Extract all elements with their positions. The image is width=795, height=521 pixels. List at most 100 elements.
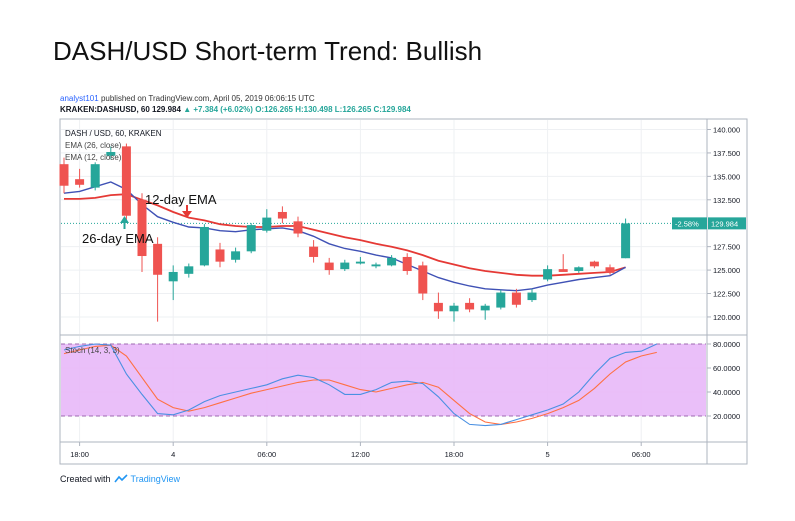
page-title: DASH/USD Short-term Trend: Bullish bbox=[53, 36, 483, 66]
footer: Created with TradingView bbox=[60, 474, 180, 484]
candle-body bbox=[324, 262, 334, 271]
ema12-line bbox=[63, 181, 626, 292]
publish-text: published on TradingView.com, April 05, … bbox=[100, 94, 315, 103]
y-tick-label: 140.000 bbox=[713, 125, 740, 134]
stoch-range-fill bbox=[61, 344, 706, 416]
candle-body bbox=[621, 223, 631, 259]
y-tick-label: 122.500 bbox=[713, 290, 740, 299]
candle-body bbox=[309, 246, 319, 257]
candle-body bbox=[371, 264, 381, 267]
x-tick-label: 18:00 bbox=[445, 450, 464, 459]
candle bbox=[465, 298, 475, 313]
price-tag: -2.58% 129.984 bbox=[672, 217, 746, 230]
arrow-down-icon bbox=[182, 205, 192, 218]
candle-body bbox=[215, 249, 225, 262]
stoch-lines bbox=[63, 343, 658, 427]
price-tag-value: 129.984 bbox=[711, 219, 738, 228]
symbol-line: KRAKEN:DASHUSD, 60 129.984 ▲ +7.384 (+6.… bbox=[60, 105, 411, 114]
candle-body bbox=[246, 225, 256, 252]
candle bbox=[433, 292, 443, 319]
y-tick-label: 125.000 bbox=[713, 266, 740, 275]
candle bbox=[496, 289, 506, 310]
price-tag-change: -2.58% bbox=[675, 219, 699, 228]
candle-body bbox=[340, 262, 350, 270]
stoch-tick-label: 20.0000 bbox=[713, 412, 740, 421]
candle bbox=[449, 302, 459, 322]
candle-body bbox=[605, 267, 615, 273]
legend-ema26: EMA (26, close) bbox=[65, 141, 122, 150]
price-change: +7.384 (+6.02%) bbox=[193, 105, 253, 114]
arrow-up-icon bbox=[120, 216, 129, 229]
candle bbox=[75, 168, 85, 188]
candle bbox=[387, 255, 397, 267]
candle-body bbox=[527, 292, 537, 301]
candle bbox=[324, 257, 334, 275]
ema26-line bbox=[64, 193, 626, 277]
ema-lines bbox=[63, 181, 626, 292]
candle bbox=[199, 224, 209, 267]
y-tick-label: 127.500 bbox=[713, 243, 740, 252]
candle bbox=[543, 265, 553, 282]
candle-body bbox=[480, 305, 490, 311]
candle-body bbox=[277, 211, 287, 219]
candle-body bbox=[199, 226, 209, 266]
stoch-scale: 80.0000 60.0000 40.0000 20.0000 bbox=[707, 340, 740, 421]
x-tick-label: 18:00 bbox=[70, 450, 89, 459]
annotation-26-day-ema: 26-day EMA bbox=[82, 231, 154, 246]
candle-body bbox=[433, 302, 443, 312]
candle-body bbox=[355, 261, 365, 264]
stoch-title: Stoch (14, 3, 3) bbox=[65, 346, 120, 355]
candle bbox=[277, 206, 287, 224]
candle bbox=[90, 162, 100, 191]
candle-body bbox=[402, 256, 412, 272]
legend-ema12: EMA (12, close) bbox=[65, 153, 122, 162]
candle-body bbox=[184, 266, 194, 274]
candle bbox=[355, 256, 365, 265]
candle-body bbox=[168, 271, 178, 282]
tradingview-link[interactable]: TradingView bbox=[130, 474, 181, 484]
candle bbox=[184, 263, 194, 278]
candle bbox=[137, 193, 147, 272]
stoch-tick-label: 80.0000 bbox=[713, 340, 740, 349]
candle bbox=[340, 259, 350, 272]
price-scale: 140.000 137.500 135.000 132.500 127.500 125.0… bbox=[707, 125, 740, 322]
candle bbox=[621, 218, 631, 259]
candle bbox=[309, 240, 319, 263]
candle-body bbox=[574, 267, 584, 272]
candle bbox=[153, 237, 163, 322]
symbol-name: KRAKEN:DASHUSD, 60 bbox=[60, 105, 150, 114]
candle-body bbox=[496, 292, 506, 308]
x-tick-label: 06:00 bbox=[257, 450, 276, 459]
candle-body bbox=[231, 251, 241, 260]
candle-body bbox=[153, 243, 163, 275]
candle-body bbox=[387, 257, 397, 266]
candle bbox=[605, 264, 615, 275]
stoch-tick-label: 40.0000 bbox=[713, 388, 740, 397]
candle bbox=[480, 303, 490, 320]
time-scale: 18:00 4 06:00 12:00 18:00 5 06:00 bbox=[70, 442, 651, 459]
candle-body bbox=[511, 292, 521, 305]
last-price: 129.984 bbox=[152, 105, 181, 114]
candle-body bbox=[137, 199, 147, 257]
candle-body bbox=[59, 164, 69, 186]
candle bbox=[231, 247, 241, 263]
candle-body bbox=[121, 146, 131, 216]
stoch-d-line bbox=[63, 344, 657, 425]
x-tick-label: 4 bbox=[171, 450, 175, 459]
candles bbox=[59, 143, 631, 322]
candle bbox=[418, 261, 428, 301]
candle-body bbox=[106, 151, 116, 156]
y-tick-label: 132.500 bbox=[713, 196, 740, 205]
author-link[interactable]: analyst101 bbox=[60, 94, 99, 103]
stoch-k-line bbox=[63, 343, 658, 427]
candle-body bbox=[589, 261, 599, 267]
candle bbox=[59, 157, 69, 194]
y-tick-label: 120.000 bbox=[713, 313, 740, 322]
candle bbox=[293, 216, 303, 238]
main-grid bbox=[61, 120, 706, 334]
candle-body bbox=[558, 269, 568, 272]
candle bbox=[121, 143, 131, 222]
y-tick-label: 137.500 bbox=[713, 149, 740, 158]
candle bbox=[215, 242, 225, 268]
